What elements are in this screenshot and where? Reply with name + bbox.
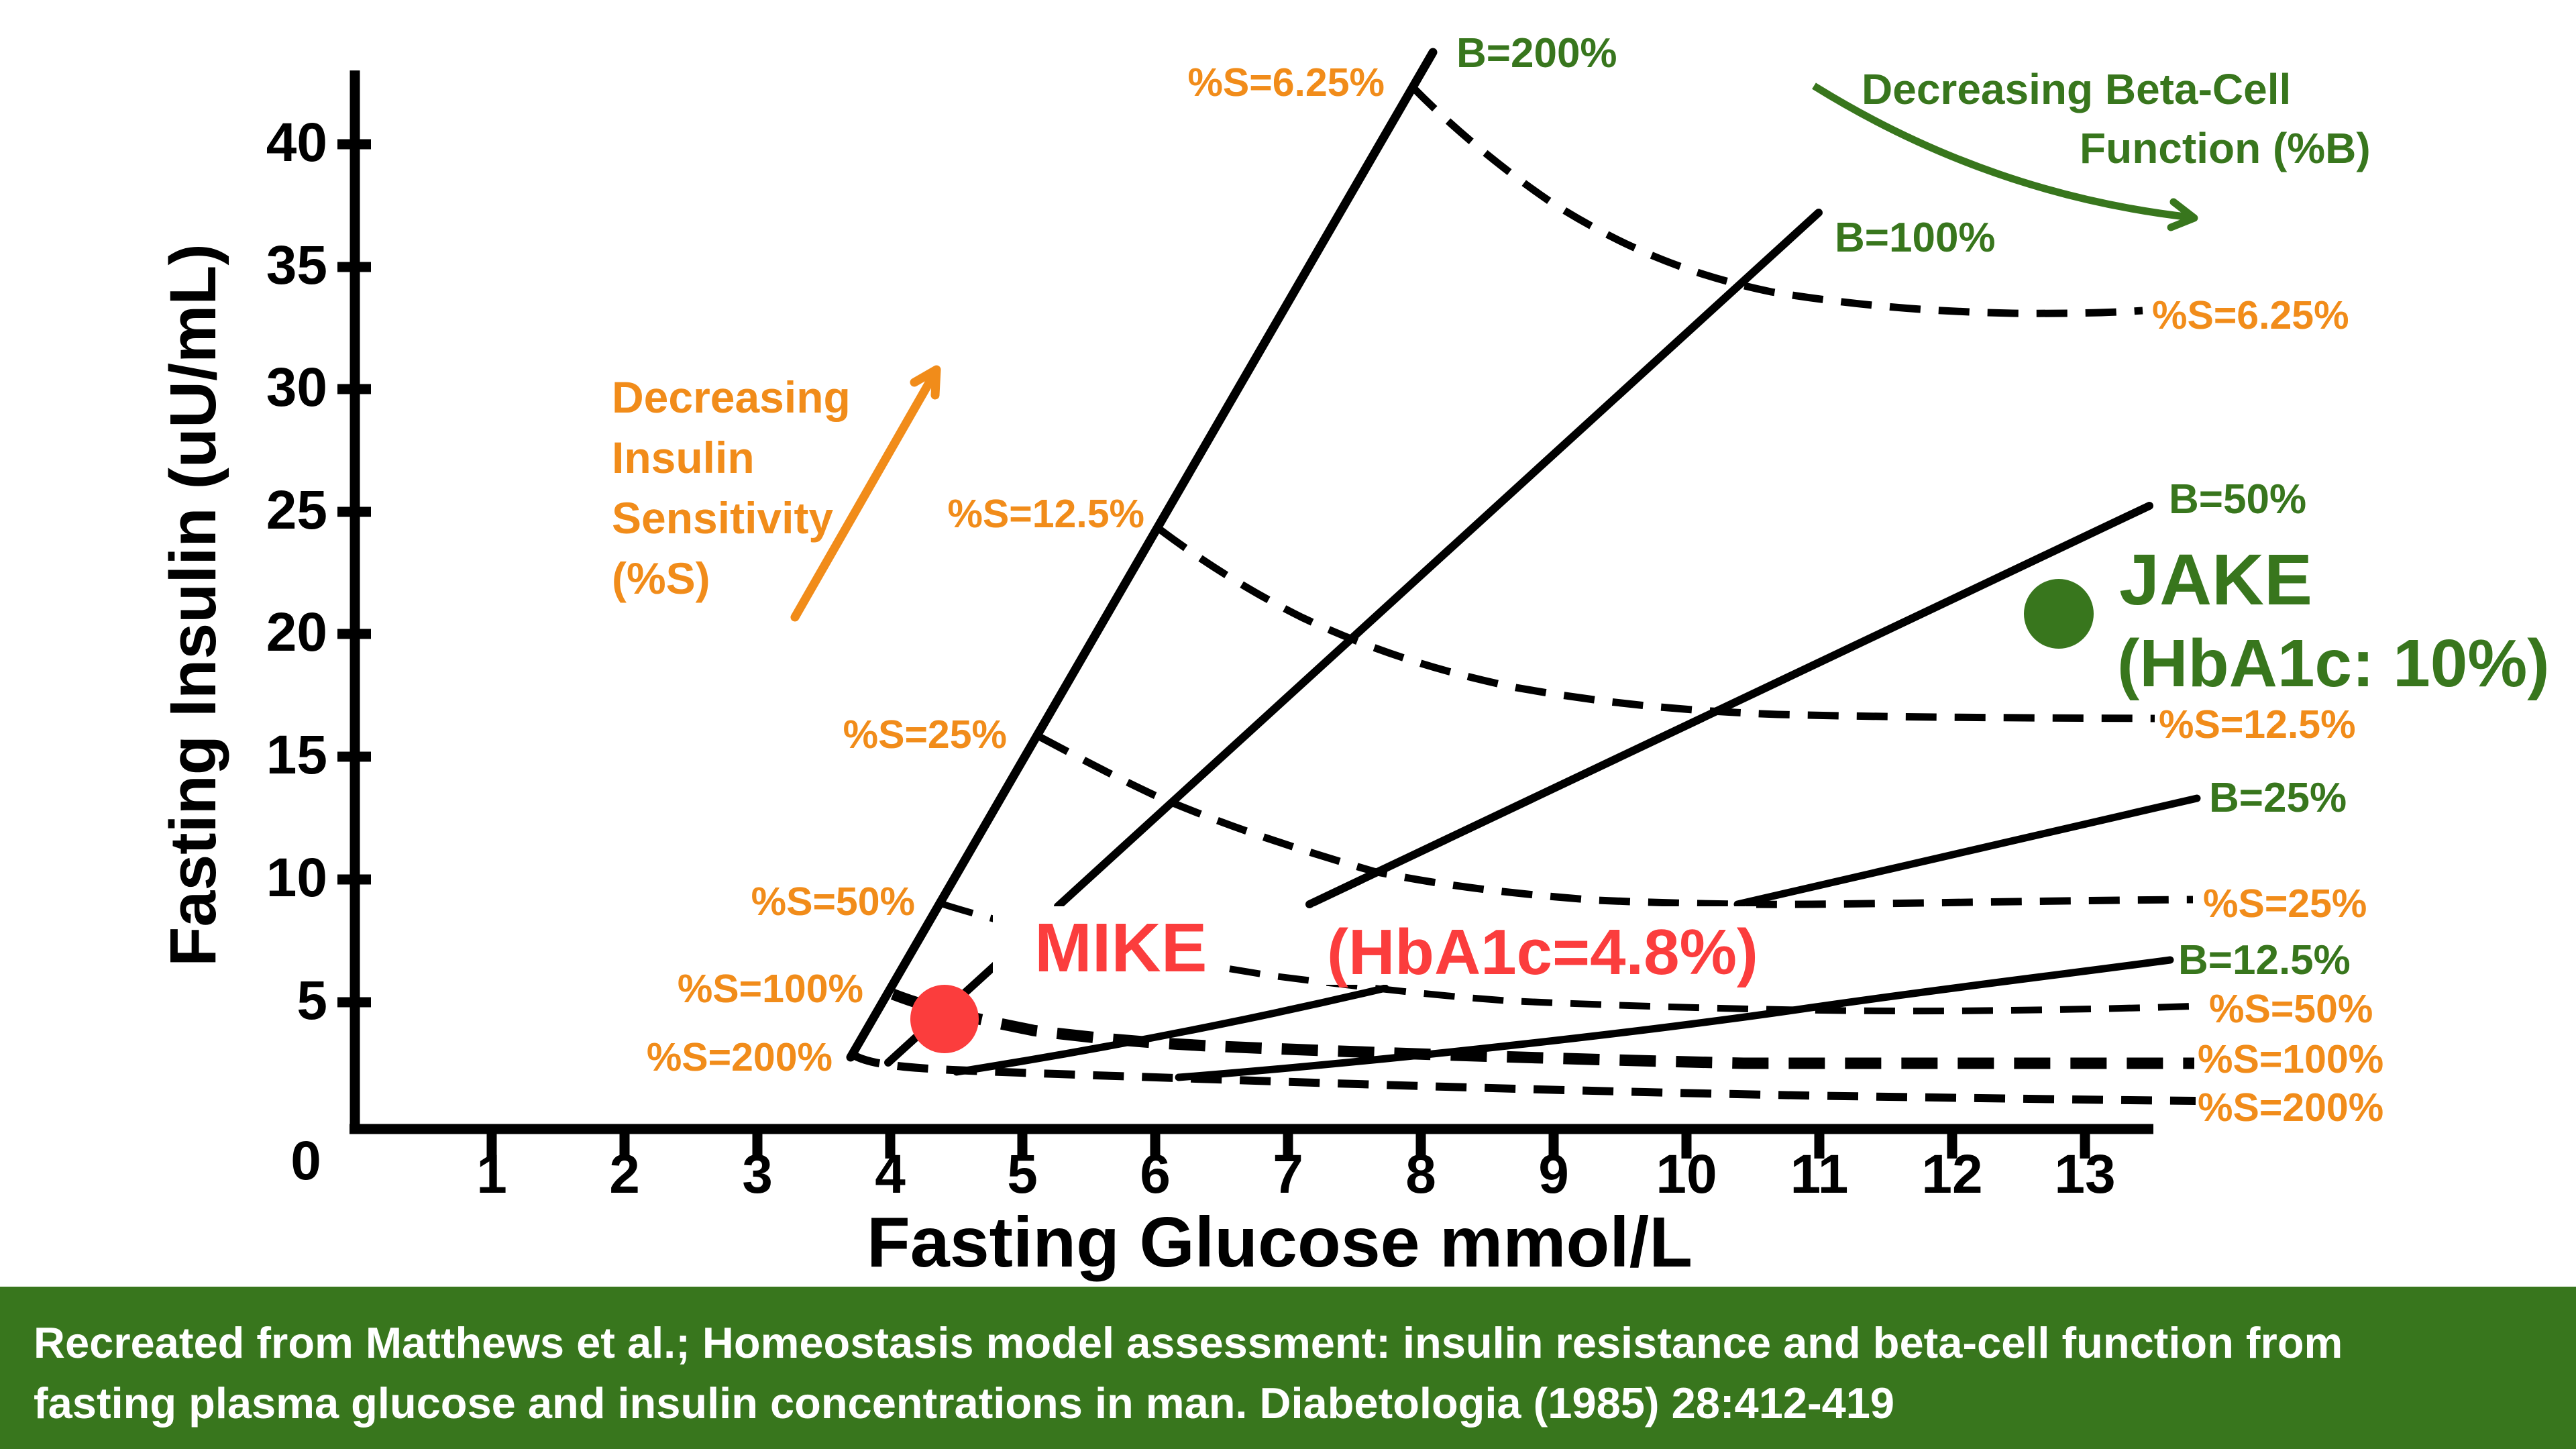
svg-text:(%S): (%S) bbox=[612, 553, 710, 603]
svg-text:Recreated from Matthews et al.: Recreated from Matthews et al.; Homeosta… bbox=[34, 1318, 2343, 1367]
svg-text:3: 3 bbox=[742, 1144, 773, 1205]
svg-text:5: 5 bbox=[1007, 1144, 1038, 1205]
svg-text:%S=6.25%: %S=6.25% bbox=[1187, 60, 1385, 105]
svg-text:B=25%: B=25% bbox=[2209, 775, 2347, 821]
svg-text:Decreasing: Decreasing bbox=[612, 372, 851, 422]
svg-text:JAKE: JAKE bbox=[2119, 539, 2312, 620]
svg-text:12: 12 bbox=[1921, 1144, 1982, 1205]
svg-text:35: 35 bbox=[266, 235, 327, 296]
svg-text:0: 0 bbox=[290, 1130, 321, 1191]
svg-text:9: 9 bbox=[1538, 1144, 1569, 1205]
svg-text:%S=6.25%: %S=6.25% bbox=[2152, 293, 2349, 337]
svg-text:%S=200%: %S=200% bbox=[2198, 1085, 2383, 1130]
svg-text:%S=25%: %S=25% bbox=[2203, 881, 2367, 926]
svg-text:10: 10 bbox=[1656, 1144, 1717, 1205]
svg-text:1: 1 bbox=[476, 1144, 507, 1205]
svg-text:%S=25%: %S=25% bbox=[843, 712, 1007, 757]
svg-text:(HbA1c=4.8%): (HbA1c=4.8%) bbox=[1327, 916, 1758, 988]
svg-text:MIKE: MIKE bbox=[1034, 909, 1208, 986]
svg-text:%S=100%: %S=100% bbox=[2198, 1037, 2383, 1081]
svg-text:8: 8 bbox=[1405, 1144, 1436, 1205]
svg-text:11: 11 bbox=[1790, 1144, 1849, 1205]
svg-text:B=12.5%: B=12.5% bbox=[2178, 937, 2351, 983]
svg-text:Fasting Glucose mmol/L: Fasting Glucose mmol/L bbox=[867, 1203, 1693, 1282]
svg-text:(HbA1c: 10%): (HbA1c: 10%) bbox=[2117, 626, 2550, 701]
svg-text:7: 7 bbox=[1273, 1144, 1303, 1205]
svg-text:30: 30 bbox=[266, 357, 327, 418]
svg-text:%S=12.5%: %S=12.5% bbox=[947, 492, 1144, 536]
svg-text:%S=200%: %S=200% bbox=[647, 1035, 833, 1079]
svg-text:Decreasing Beta-Cell: Decreasing Beta-Cell bbox=[1862, 65, 2291, 113]
svg-text:20: 20 bbox=[266, 602, 327, 663]
svg-text:6: 6 bbox=[1140, 1144, 1171, 1205]
svg-text:13: 13 bbox=[2054, 1144, 2115, 1205]
svg-text:fasting plasma glucose and ins: fasting plasma glucose and insulin conce… bbox=[34, 1379, 1894, 1428]
svg-text:Sensitivity: Sensitivity bbox=[612, 493, 833, 543]
svg-text:4: 4 bbox=[875, 1144, 906, 1205]
svg-text:B=50%: B=50% bbox=[2169, 476, 2306, 523]
svg-text:25: 25 bbox=[266, 480, 327, 541]
svg-text:B=200%: B=200% bbox=[1456, 30, 1617, 76]
svg-text:Insulin: Insulin bbox=[612, 433, 755, 482]
svg-text:10: 10 bbox=[266, 847, 327, 908]
svg-text:15: 15 bbox=[266, 724, 327, 786]
svg-text:2: 2 bbox=[609, 1144, 640, 1205]
svg-text:%S=100%: %S=100% bbox=[678, 967, 863, 1011]
svg-text:%S=50%: %S=50% bbox=[751, 879, 915, 924]
svg-text:%S=12.5%: %S=12.5% bbox=[2159, 702, 2356, 747]
svg-text:40: 40 bbox=[266, 112, 327, 173]
svg-text:%S=50%: %S=50% bbox=[2209, 987, 2373, 1031]
svg-text:B=100%: B=100% bbox=[1835, 215, 1996, 261]
svg-text:5: 5 bbox=[297, 970, 327, 1031]
svg-text:Fasting Insulin (uU/mL): Fasting Insulin (uU/mL) bbox=[156, 244, 229, 967]
svg-text:Function (%B): Function (%B) bbox=[2080, 124, 2371, 172]
